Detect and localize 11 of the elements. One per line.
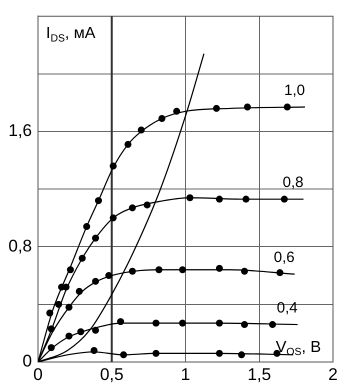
y-tick-label: 0,8 — [8, 236, 32, 256]
series-label: 0,8 — [282, 174, 304, 192]
x-tick-label: 1,5 — [247, 364, 272, 384]
series-label: 0,4 — [276, 300, 298, 317]
y-tick-label: 0 — [22, 352, 32, 371]
x-tick-label: 1 — [180, 364, 190, 384]
y-tick-label: 1,6 — [8, 121, 32, 140]
x-tick-label: 2 — [328, 364, 338, 384]
series-label: 0,6 — [274, 249, 295, 266]
series-label: 1,0 — [284, 82, 305, 99]
x-tick-label: 0,5 — [100, 364, 124, 384]
